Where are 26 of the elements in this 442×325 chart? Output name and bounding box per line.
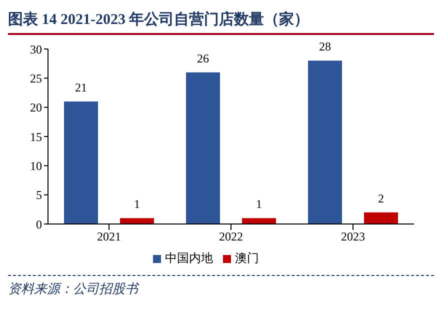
bar	[364, 212, 398, 224]
data-label: 1	[134, 197, 140, 212]
y-tick-label: 15	[30, 130, 42, 144]
data-label: 28	[319, 40, 331, 54]
y-tick-label: 20	[30, 100, 42, 115]
bar	[64, 102, 98, 224]
y-tick-label: 10	[30, 158, 42, 173]
text: 资料来源：公司招股书	[8, 280, 140, 298]
y-tick-label: 0	[36, 217, 42, 232]
data-label: 26	[197, 51, 209, 66]
data-label: 1	[256, 197, 262, 212]
data-label: 2	[378, 191, 384, 206]
bar	[120, 218, 154, 224]
bar	[242, 218, 276, 224]
data-label: 21	[75, 80, 87, 94]
bar	[186, 72, 220, 224]
legend-label: 澳门	[235, 251, 259, 265]
bar	[308, 60, 342, 224]
y-tick-label: 25	[30, 71, 42, 86]
x-tick-label: 2022	[219, 230, 243, 244]
chart-title: 图表 14 2021-2023 年公司自营门店数量（家）	[8, 8, 434, 35]
y-tick-label: 30	[30, 42, 42, 56]
y-tick-label: 5	[36, 188, 42, 202]
legend-label: 中国内地	[165, 251, 213, 265]
x-tick-label: 2023	[341, 230, 365, 244]
x-tick-label: 2021	[97, 230, 121, 244]
